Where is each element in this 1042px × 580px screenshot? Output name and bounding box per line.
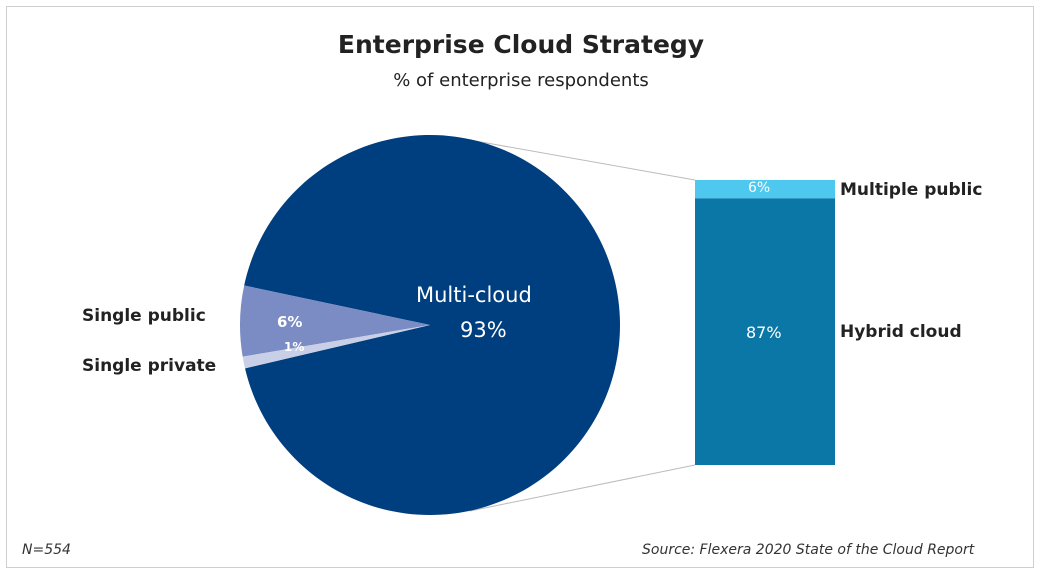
pie-slice-single-public	[239, 285, 430, 357]
sample-size-note: N=554	[22, 542, 71, 558]
label-multi-cloud-value: 93%	[460, 318, 507, 342]
chart-title: Enterprise Cloud Strategy	[337, 30, 705, 59]
label-multiple-public-value: 6%	[748, 180, 771, 196]
legend-multiple-public: Multiple public	[840, 180, 983, 200]
legend-single-public: Single public	[82, 306, 206, 326]
label-single-public-value: 6%	[277, 313, 303, 331]
legend-single-private: Single private	[82, 356, 217, 376]
label-single-private-value: 1%	[284, 340, 305, 354]
pie-slice-single-private	[242, 325, 430, 369]
label-hybrid-cloud-value: 87%	[746, 323, 782, 342]
bar-segment-multiple-public	[695, 180, 835, 199]
pie-slice-multi-cloud	[244, 135, 620, 516]
bar-segment-hybrid-cloud	[695, 198, 835, 466]
chart-subtitle: % of enterprise respondents	[393, 70, 649, 91]
connector-line-bottom	[469, 464, 696, 512]
connector-line-top	[469, 139, 696, 181]
label-multi-cloud-name: Multi-cloud	[416, 283, 532, 307]
legend-hybrid-cloud: Hybrid cloud	[840, 322, 962, 342]
source-note: Source: Flexera 2020 State of the Cloud …	[642, 542, 975, 558]
chart-frame	[6, 6, 1034, 568]
